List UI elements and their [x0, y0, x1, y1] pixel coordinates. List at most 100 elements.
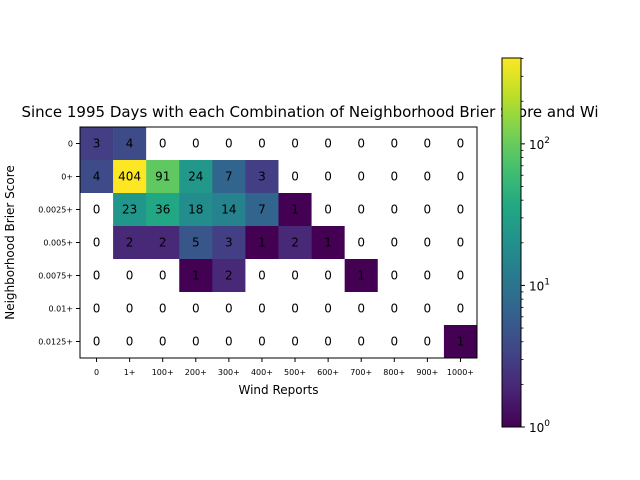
cell-value-label: 0 [93, 203, 101, 217]
heatmap-cell [377, 127, 412, 161]
cell-value-label: 2 [126, 236, 134, 250]
cell-value-label: 1 [457, 335, 465, 349]
cell-value-label: 1 [192, 269, 200, 283]
heatmap-cell [80, 193, 114, 227]
cell-value-label: 36 [155, 203, 170, 217]
cell-value-label: 0 [126, 302, 134, 316]
cell-value-label: 23 [122, 203, 137, 217]
heatmap-cell [311, 325, 345, 359]
cell-value-label: 0 [357, 335, 365, 349]
heatmap-cell [311, 160, 345, 194]
x-tick-label: 200+ [185, 368, 207, 377]
x-tick-label: 800+ [383, 368, 405, 377]
cell-value-label: 0 [424, 335, 432, 349]
cell-value-label: 0 [324, 137, 332, 151]
cell-value-label: 0 [424, 203, 432, 217]
heatmap-cell [410, 259, 445, 293]
heatmap-cell [443, 226, 478, 260]
chart-title: Since 1995 Days with each Combination of… [21, 103, 598, 121]
cell-value-label: 0 [291, 137, 299, 151]
x-tick-label: 100+ [152, 368, 174, 377]
cell-value-label: 0 [159, 137, 167, 151]
heatmap-cell [113, 292, 147, 326]
y-tick-label: 0 [68, 140, 73, 149]
x-tick-label: 400+ [251, 368, 273, 377]
heatmap-cell [377, 325, 412, 359]
cell-value-label: 0 [291, 269, 299, 283]
heatmap-cell [179, 226, 213, 260]
heatmap-cell [410, 226, 445, 260]
heatmap-cell [278, 292, 312, 326]
heatmap-cell [212, 325, 246, 359]
cell-value-label: 0 [324, 203, 332, 217]
x-tick-label: 1+ [124, 368, 136, 377]
cell-value-label: 7 [225, 170, 233, 184]
heatmap-cell [113, 160, 147, 194]
cell-value-label: 0 [457, 137, 465, 151]
heatmap-cell [179, 292, 213, 326]
cell-value-label: 0 [258, 269, 266, 283]
cell-value-label: 0 [324, 170, 332, 184]
heatmap-cell [245, 160, 279, 194]
heatmap-cell [410, 193, 445, 227]
heatmap-cell [443, 325, 478, 359]
cell-value-label: 0 [324, 269, 332, 283]
heatmap-cell [146, 127, 180, 161]
x-tick-label: 0 [94, 368, 99, 377]
heatmap-cell [410, 325, 445, 359]
cell-value-label: 7 [258, 203, 266, 217]
heatmap-cell [80, 226, 114, 260]
heatmap-cell [311, 193, 345, 227]
cell-value-label: 0 [357, 170, 365, 184]
cell-value-label: 0 [324, 302, 332, 316]
y-ticks: 0 0+ 0.0025+ 0.005+ 0.0075+ 0.01+ 0.0125+ [38, 140, 80, 347]
heatmap-cell [212, 127, 246, 161]
cell-value-label: 0 [291, 302, 299, 316]
cell-value-label: 2 [159, 236, 167, 250]
heatmap-cell [311, 292, 345, 326]
cell-value-label: 2 [291, 236, 299, 250]
heatmap-cell [113, 193, 147, 227]
cell-value-label: 0 [159, 302, 167, 316]
cell-value-label: 0 [93, 335, 101, 349]
cell-value-label: 0 [192, 335, 200, 349]
x-tick-label: 500+ [284, 368, 306, 377]
heatmap-cell [377, 193, 412, 227]
cell-value-label: 0 [258, 137, 266, 151]
cell-value-label: 0 [390, 170, 398, 184]
heatmap-cell [212, 193, 246, 227]
heatmap-cell [80, 292, 114, 326]
heatmap-cell [146, 193, 180, 227]
cell-value-label: 0 [291, 335, 299, 349]
heatmap-cell [344, 325, 379, 359]
cell-value-label: 0 [126, 335, 134, 349]
cell-value-label: 0 [457, 269, 465, 283]
cell-value-label: 0 [457, 170, 465, 184]
heatmap-cell [443, 259, 478, 293]
heatmap-cell [113, 127, 147, 161]
heatmap-cell [278, 226, 312, 260]
heatmap-cell [146, 292, 180, 326]
heatmap-cell [245, 193, 279, 227]
cell-value-label: 0 [357, 137, 365, 151]
cell-value-label: 0 [390, 236, 398, 250]
cell-value-label: 0 [390, 335, 398, 349]
cell-value-label: 1 [258, 236, 266, 250]
heatmap-cell [377, 259, 412, 293]
cell-value-label: 0 [357, 302, 365, 316]
cell-value-label: 0 [424, 236, 432, 250]
y-tick-label: 0.01+ [48, 305, 73, 314]
colorbar-tick-label: 102 [529, 136, 550, 152]
heatmap-cell [179, 193, 213, 227]
heatmap-cells: 3 4 0 0 0 0 0 0 0 0 0 04 404 91 24 7 3 0 0 0 0 0 00 23 36 18 14 7 1 0… [80, 127, 478, 359]
cell-value-label: 0 [258, 335, 266, 349]
cell-value-label: 4 [126, 137, 134, 151]
cell-value-label: 1 [324, 236, 332, 250]
heatmap-cell [146, 325, 180, 359]
cell-value-label: 1 [357, 269, 365, 283]
cell-value-label: 0 [424, 302, 432, 316]
cell-value-label: 0 [93, 236, 101, 250]
heatmap-cell [410, 292, 445, 326]
heatmap-cell [344, 160, 379, 194]
